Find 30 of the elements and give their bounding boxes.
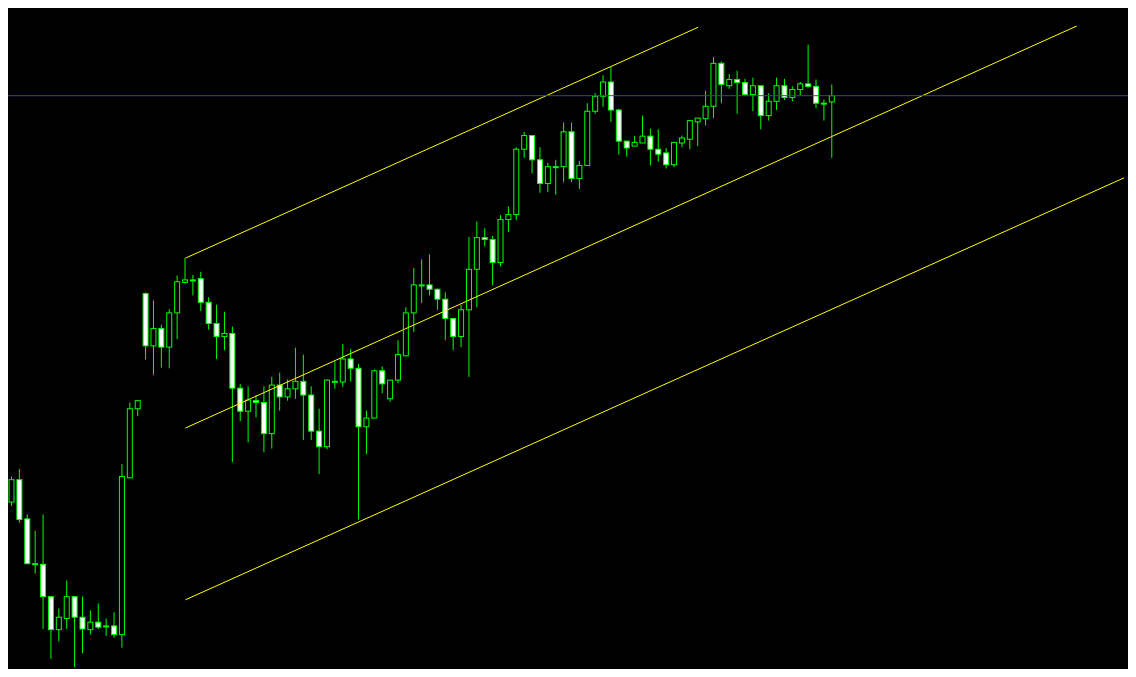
candlestick <box>521 131 528 159</box>
candlestick <box>813 79 820 109</box>
candlestick <box>749 77 756 112</box>
candlestick <box>671 141 678 168</box>
candlestick <box>387 379 394 403</box>
candlestick <box>544 162 551 193</box>
candlestick <box>379 365 386 394</box>
candlestick <box>245 385 252 443</box>
candlestick <box>734 70 741 115</box>
candlestick <box>55 608 62 642</box>
candlestick <box>189 274 196 296</box>
candlestick <box>450 318 457 351</box>
candlestick <box>32 530 39 575</box>
candlestick <box>111 611 118 639</box>
candlestick <box>686 120 693 150</box>
candlestick <box>536 146 543 194</box>
candlestick <box>339 343 346 388</box>
candlestick <box>253 394 260 418</box>
candlestick <box>103 617 110 637</box>
candlestick <box>820 98 827 122</box>
candlestick <box>663 147 670 170</box>
candlestick <box>331 360 338 390</box>
candlestick <box>828 84 835 159</box>
candlestick <box>197 271 204 312</box>
candlestick <box>592 92 599 115</box>
candlestick <box>182 257 189 285</box>
candlestick <box>237 383 244 422</box>
candlestick <box>316 408 323 475</box>
candlestick <box>600 74 607 108</box>
candlestick <box>805 44 812 89</box>
